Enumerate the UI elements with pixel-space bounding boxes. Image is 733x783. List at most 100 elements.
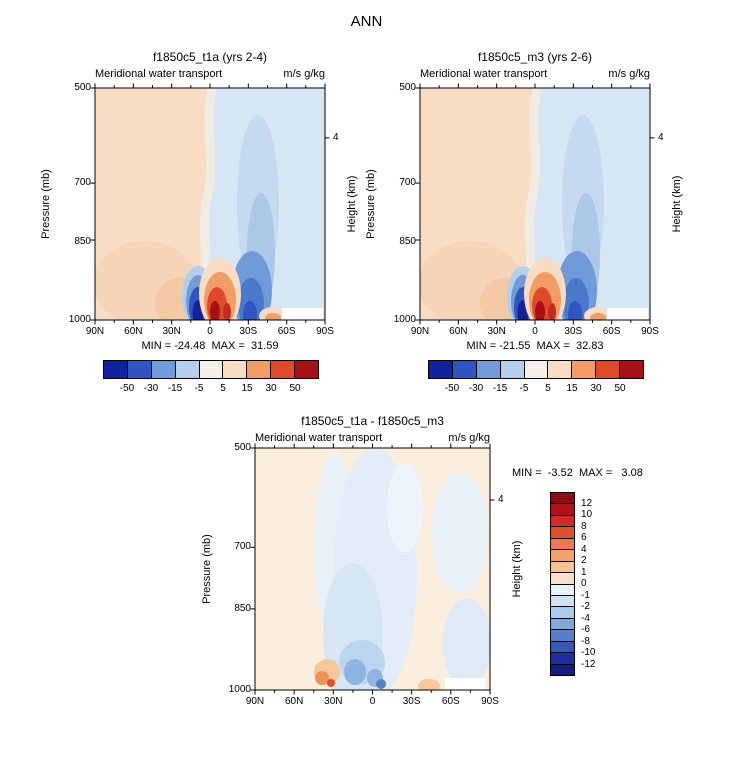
colorbar-segment	[551, 550, 574, 562]
panel1-height-tick-label: 4	[333, 132, 339, 143]
latitude-tick-label: 60S	[277, 326, 296, 337]
colorbar-label: -5	[519, 383, 529, 394]
colorbar-label: 0	[581, 578, 587, 589]
contour-field-difference	[255, 448, 490, 690]
colorbar-label: -50	[444, 383, 460, 394]
pressure-tick-label: 700	[74, 177, 91, 189]
colorbar-segment	[620, 361, 644, 378]
axis-ticks	[250, 443, 495, 695]
colorbar-label: -15	[167, 383, 183, 394]
panel1-latitude-tick-labels: 90N 60N 30N 0 30S 60S 90S	[86, 326, 334, 338]
panel3-height-tick-label: 4	[498, 494, 504, 505]
colorbar-label: -6	[581, 624, 590, 635]
latitude-tick-label: 60N	[284, 696, 304, 707]
latitude-tick-label: 30N	[487, 326, 506, 337]
panel1-subtitle-row: Meridional water transport m/s g/kg	[95, 68, 325, 80]
latitude-tick-label: 90S	[641, 326, 659, 337]
colorbar-label: 15	[566, 383, 578, 394]
colorbar-segment	[596, 361, 621, 378]
pressure-tick-label: 1000	[68, 314, 91, 325]
colorbar-segment	[551, 504, 574, 516]
panel1-subtitle: Meridional water transport	[95, 68, 223, 80]
colorbar-segment	[551, 653, 574, 665]
latitude-tick-label: 0	[369, 696, 376, 707]
colorbar-segment	[551, 618, 574, 631]
panel1-units: m/s g/kg	[283, 68, 325, 80]
colorbar-label: 5	[545, 383, 551, 394]
panel3-subtitle: Meridional water transport	[255, 432, 383, 444]
colorbar-label: 30	[590, 383, 602, 394]
latitude-tick-label: 0	[207, 326, 213, 337]
panel2-latitude-tick-labels: 90N 60N 30N 0 30S 60S 90S	[411, 326, 659, 338]
panel2-subtitle-row: Meridional water transport m/s g/kg	[420, 68, 650, 80]
colorbar-label: -12	[581, 658, 596, 670]
panel3-colorbar-labels: 12 10 8 6 4 2 1 0 -1 -2 -4 -6 -8 -10 -12	[581, 492, 607, 676]
colorbar-segment	[151, 361, 176, 378]
pressure-tick-label: 850	[234, 602, 251, 614]
panel3-latitude-tick-labels: 90N 60N 30N 0 30S 60S 90S	[246, 696, 499, 708]
axis-ticks	[90, 83, 330, 325]
colorbar-label: -50	[119, 383, 135, 394]
colorbar-label: 12	[581, 497, 593, 509]
latitude-tick-label: 90N	[245, 696, 265, 707]
panel1-stats-minmax: MIN = -24.48 MAX = 31.59	[141, 340, 279, 352]
colorbar-segment	[104, 361, 128, 378]
colorbar-segment	[295, 361, 319, 378]
colorbar-segment	[271, 361, 296, 378]
panel1-pressure-axis-label: Pressure (mb)	[40, 169, 52, 239]
colorbar-segment	[551, 561, 574, 574]
panel2-colorbar-labels: -50 -30 -15 -5 5 15 30 50	[428, 383, 644, 395]
colorbar-label: 4	[581, 543, 587, 555]
colorbar-segment	[548, 361, 573, 378]
panel2-stats-minmax: MIN = -21.55 MAX = 32.83	[466, 340, 604, 352]
latitude-tick-label: 60S	[441, 696, 460, 707]
panel1-pressure-tick-labels: 500 700 850 1000	[53, 83, 91, 325]
latitude-tick-label: 60N	[124, 326, 143, 337]
pressure-tick-label: 850	[74, 236, 91, 248]
pressure-tick-label: 500	[74, 82, 91, 93]
panel2-pressure-axis-label: Pressure (mb)	[365, 169, 377, 239]
colorbar-label: 10	[581, 509, 593, 520]
panel3-subtitle-row: Meridional water transport m/s g/kg	[255, 432, 490, 444]
colorbar-label: -30	[468, 383, 484, 394]
colorbar-segment	[524, 361, 549, 378]
panel2-subtitle: Meridional water transport	[420, 68, 548, 80]
colorbar-label: 30	[265, 383, 277, 394]
latitude-tick-label: 0	[532, 326, 538, 337]
panel2-height-axis-label: Height (km)	[671, 175, 683, 233]
colorbar-label: 15	[241, 383, 253, 394]
colorbar-label: -2	[581, 601, 590, 612]
colorbar-segment	[551, 584, 574, 596]
panel2-height-tick-label: 4	[658, 132, 664, 143]
colorbar-label: -5	[194, 383, 204, 394]
colorbar-label: 50	[614, 383, 626, 394]
colorbar-label: 50	[289, 383, 301, 394]
colorbar-label: -1	[581, 589, 590, 601]
latitude-tick-label: 30N	[324, 696, 343, 707]
colorbar-segment	[500, 361, 525, 378]
colorbar-segment	[551, 515, 574, 528]
latitude-tick-label: 30S	[239, 326, 258, 337]
panel2-title: f1850c5_m3 (yrs 2-6)	[477, 50, 593, 64]
panel3-height-axis-label: Height (km)	[511, 540, 523, 598]
panel2-contour-plot	[414, 83, 655, 326]
pressure-tick-label: 500	[234, 442, 251, 453]
colorbar-segment	[551, 664, 574, 675]
latitude-tick-label: 30S	[564, 326, 583, 337]
panel3-stats-minmax: MIN = -3.52 MAX = 3.08	[512, 467, 643, 479]
latitude-tick-label: 90S	[316, 326, 334, 337]
colorbar-segment	[551, 630, 574, 642]
colorbar-segment	[429, 361, 453, 378]
latitude-tick-label: 60N	[449, 326, 468, 337]
colorbar-label: 1	[581, 566, 587, 578]
latitude-tick-label: 60S	[602, 326, 621, 337]
panel1-contour-plot	[89, 83, 330, 326]
pressure-tick-label: 1000	[228, 684, 251, 695]
latitude-tick-label: 30S	[402, 696, 421, 707]
colorbar-segment	[247, 361, 272, 378]
colorbar-segment	[551, 607, 574, 619]
colorbar-label: 5	[220, 383, 226, 394]
panel2-colorbar	[428, 360, 644, 379]
main-title: ANN	[350, 13, 383, 30]
